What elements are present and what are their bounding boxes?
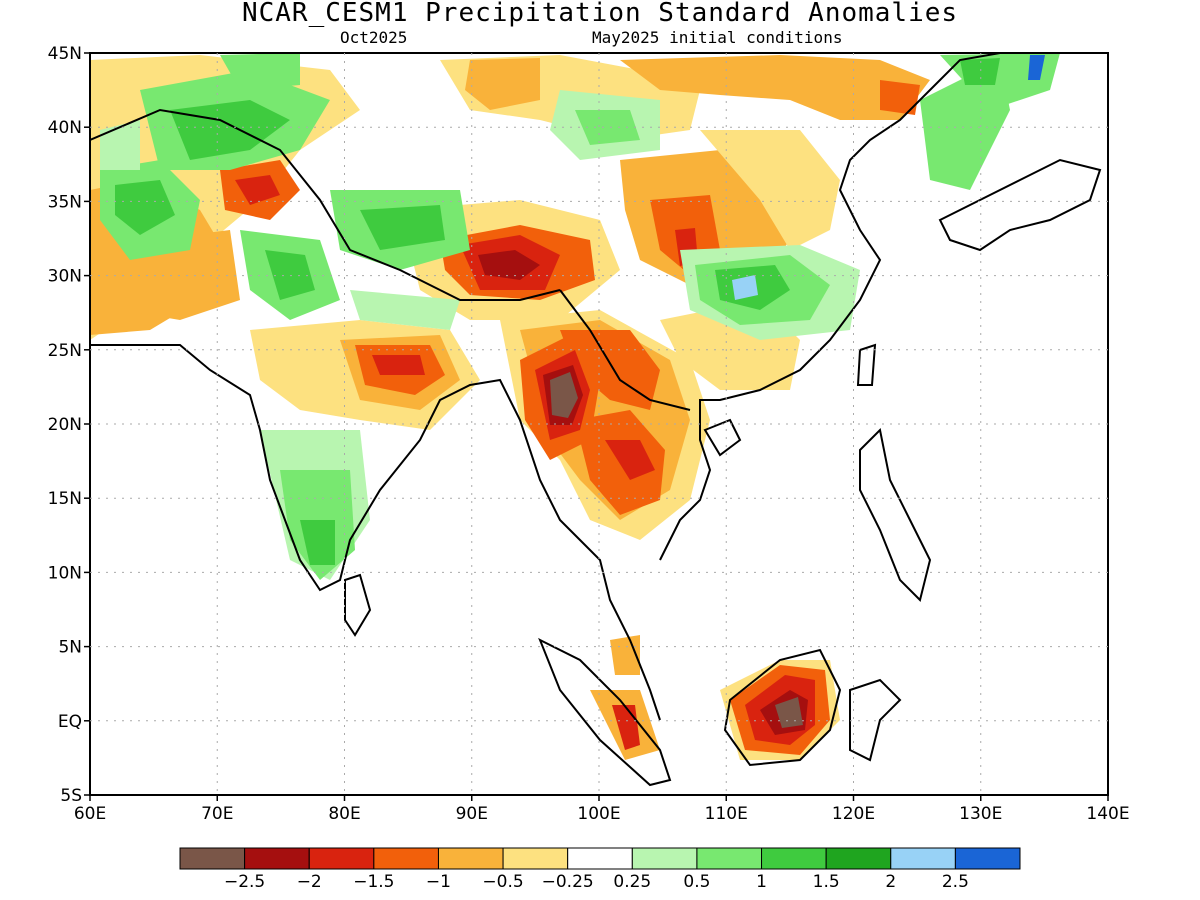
wet-himalaya-core bbox=[360, 205, 445, 250]
colorbar-label: −0.5 bbox=[482, 872, 523, 892]
dry-tibet-core bbox=[478, 250, 540, 280]
colorbar-swatch bbox=[631, 847, 698, 870]
colorbar-label: −1.5 bbox=[353, 872, 394, 892]
colorbar-swatch bbox=[954, 847, 1021, 870]
y-tick-label: 25N bbox=[48, 341, 82, 361]
wet-far-east-peak bbox=[1028, 55, 1045, 80]
chart-title: NCAR_CESM1 Precipitation Standard Anomal… bbox=[241, 0, 959, 28]
coast-taiwan bbox=[856, 343, 877, 386]
colorbar-swatch bbox=[502, 847, 569, 870]
colorbar-swatch bbox=[437, 847, 504, 870]
y-tick-label: 20N bbox=[48, 415, 82, 435]
moderate-dry-mongolia bbox=[620, 55, 930, 120]
colorbar-swatch bbox=[890, 847, 956, 870]
border-indochina bbox=[559, 289, 691, 411]
y-tick-label: 5S bbox=[60, 786, 82, 806]
colorbar-label: −2 bbox=[297, 872, 322, 892]
wet-india-south-core bbox=[300, 520, 335, 565]
y-tick-label: 45N bbox=[48, 44, 82, 64]
y-tick-label: 10N bbox=[48, 563, 82, 583]
chart-subtitle-date: Oct2025 bbox=[340, 28, 408, 47]
colorbar-swatch bbox=[761, 847, 827, 870]
y-tick-label: 35N bbox=[48, 192, 82, 212]
wet-afghanistan-core bbox=[115, 180, 175, 235]
colorbar-label: 1 bbox=[756, 872, 767, 892]
y-tick-label: EQ bbox=[58, 712, 82, 732]
coast-borneo bbox=[723, 648, 842, 767]
dry-northeast-china bbox=[880, 80, 920, 115]
coast-sri-lanka bbox=[344, 573, 372, 637]
x-tick-label: 130E bbox=[959, 804, 1002, 824]
colorbar-swatch bbox=[179, 847, 246, 870]
y-tick-label: 30N bbox=[48, 267, 82, 287]
colorbar-swatch bbox=[244, 847, 310, 870]
coast-sulawesi bbox=[849, 678, 902, 762]
x-tick-label: 80E bbox=[328, 804, 360, 824]
coast-southeast-asia bbox=[659, 53, 1001, 561]
colorbar: −2.5 −2 −1.5 −1 −0.5 −0.25 0.25 0.5 1 1.5 2 2.5 bbox=[179, 847, 1021, 892]
colorbar-swatch bbox=[567, 847, 633, 870]
colorbar-swatch bbox=[308, 847, 375, 870]
x-tick-label: 120E bbox=[832, 804, 875, 824]
colorbar-label: −2.5 bbox=[224, 872, 265, 892]
y-tick-label: 15N bbox=[48, 489, 82, 509]
deficit-laos bbox=[605, 440, 655, 480]
coast-japan bbox=[938, 158, 1102, 252]
x-tick-label: 60E bbox=[74, 804, 106, 824]
colorbar-label: −0.25 bbox=[542, 872, 594, 892]
wet-manchuria-core bbox=[960, 58, 1000, 85]
anomaly-field bbox=[90, 53, 1060, 760]
dry-kashmir-core bbox=[235, 175, 280, 205]
x-tick-label: 110E bbox=[705, 804, 748, 824]
border-himalaya bbox=[90, 108, 561, 301]
x-tick-label: 70E bbox=[201, 804, 233, 824]
wet-central-asia-core bbox=[170, 100, 290, 160]
coast-hainan bbox=[703, 418, 742, 457]
wet-tarim-core bbox=[575, 110, 640, 145]
grid bbox=[90, 53, 1108, 795]
dry-borneo-core bbox=[775, 697, 803, 728]
colorbar-label: 0.5 bbox=[683, 872, 710, 892]
axis-ticks: 60E 70E 80E 90E 100E 110E 120E 130E 140E 5S EQ 5N 10… bbox=[48, 44, 1130, 824]
colorbar-swatch bbox=[696, 847, 763, 870]
y-tick-label: 5N bbox=[58, 638, 82, 658]
dry-bihar-core bbox=[372, 355, 425, 375]
wet-kazakhstan bbox=[220, 53, 300, 90]
coast-philippines bbox=[859, 427, 932, 602]
chart-subtitle-init: May2025 initial conditions bbox=[592, 28, 843, 47]
colorbar-swatch bbox=[825, 847, 892, 870]
coast-sumatra bbox=[538, 637, 672, 787]
wet-nepal bbox=[350, 290, 460, 330]
x-tick-label: 90E bbox=[456, 804, 488, 824]
colorbar-label: 2.5 bbox=[942, 872, 969, 892]
colorbar-label: 0.25 bbox=[613, 872, 651, 892]
x-tick-label: 140E bbox=[1086, 804, 1129, 824]
colorbar-label: −1 bbox=[426, 872, 451, 892]
colorbar-swatch bbox=[373, 847, 439, 870]
wet-punjab-core bbox=[265, 250, 315, 300]
weak-dry-east-china bbox=[700, 130, 840, 250]
colorbar-label: 1.5 bbox=[813, 872, 840, 892]
dry-northwest-china bbox=[465, 58, 540, 110]
x-tick-label: 100E bbox=[577, 804, 620, 824]
wet-yangtze-peak bbox=[732, 275, 758, 300]
y-tick-label: 40N bbox=[48, 118, 82, 138]
colorbar-label: 2 bbox=[885, 872, 896, 892]
dry-myanmar-core bbox=[550, 372, 578, 418]
